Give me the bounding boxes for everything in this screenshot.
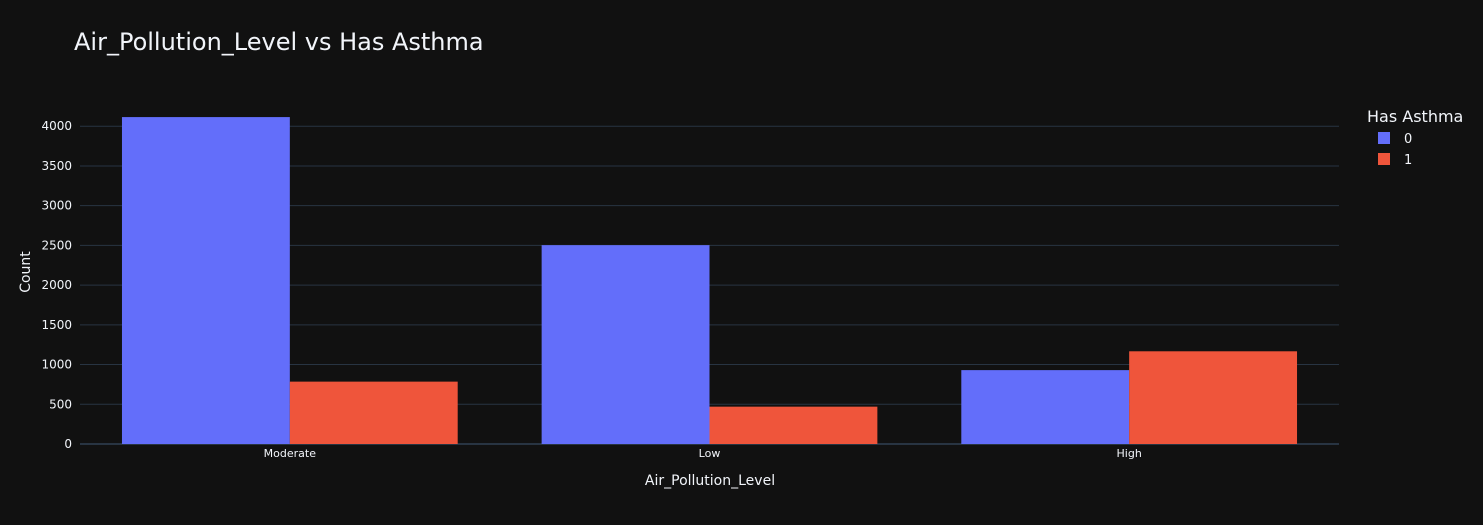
y-tick-label: 2000 xyxy=(41,278,72,292)
x-axis-label: Air_Pollution_Level xyxy=(645,473,775,489)
bar xyxy=(709,406,878,444)
legend-swatch xyxy=(1378,132,1390,144)
bar xyxy=(1129,351,1298,444)
y-tick-label: 4000 xyxy=(41,119,72,133)
legend-title: Has Asthma xyxy=(1367,107,1463,126)
legend: Has Asthma 0 1 xyxy=(1367,107,1463,168)
y-axis-label: Count xyxy=(18,251,34,293)
x-axis-ticks: Moderate Low High xyxy=(264,447,1142,460)
bar xyxy=(289,381,458,444)
x-tick-label: Moderate xyxy=(264,447,317,460)
y-tick-label: 3500 xyxy=(41,159,72,173)
y-tick-label: 0 xyxy=(64,437,72,451)
y-tick-label: 3000 xyxy=(41,199,72,213)
bar xyxy=(121,117,290,444)
bar xyxy=(541,245,710,444)
x-tick-label: High xyxy=(1117,447,1142,460)
y-axis-ticks: 0 500 1000 1500 2000 2500 3000 3500 4000 xyxy=(41,119,72,451)
legend-swatch xyxy=(1378,153,1390,165)
y-tick-label: 2500 xyxy=(41,238,72,252)
y-tick-label: 1500 xyxy=(41,318,72,332)
legend-item-label: 1 xyxy=(1404,153,1412,168)
bar xyxy=(961,370,1130,444)
y-tick-label: 1000 xyxy=(41,358,72,372)
x-tick-label: Low xyxy=(699,447,721,460)
chart-title: Air_Pollution_Level vs Has Asthma xyxy=(74,28,484,56)
bars xyxy=(121,117,1298,444)
y-tick-label: 500 xyxy=(49,397,72,411)
legend-item-label: 0 xyxy=(1404,132,1412,147)
